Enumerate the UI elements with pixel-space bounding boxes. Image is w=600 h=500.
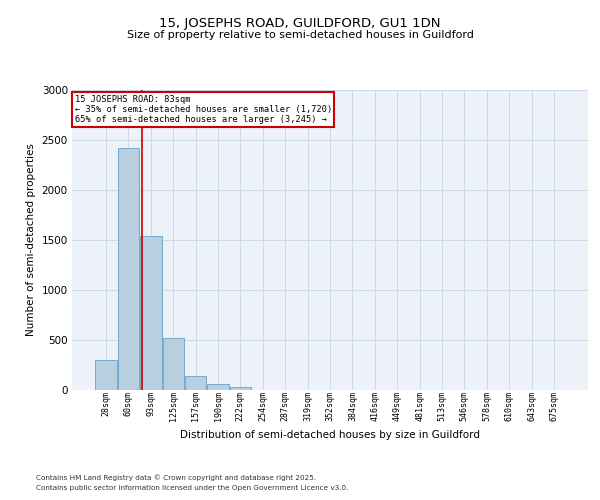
Bar <box>95 360 117 390</box>
Text: Size of property relative to semi-detached houses in Guildford: Size of property relative to semi-detach… <box>127 30 473 40</box>
Bar <box>230 387 251 390</box>
Text: 15 JOSEPHS ROAD: 83sqm
← 35% of semi-detached houses are smaller (1,720)
65% of : 15 JOSEPHS ROAD: 83sqm ← 35% of semi-det… <box>74 94 332 124</box>
Bar <box>208 384 229 390</box>
Bar <box>118 148 139 390</box>
Text: Contains public sector information licensed under the Open Government Licence v3: Contains public sector information licen… <box>36 485 349 491</box>
X-axis label: Distribution of semi-detached houses by size in Guildford: Distribution of semi-detached houses by … <box>180 430 480 440</box>
Text: Contains HM Land Registry data © Crown copyright and database right 2025.: Contains HM Land Registry data © Crown c… <box>36 474 316 481</box>
Bar <box>185 376 206 390</box>
Text: 15, JOSEPHS ROAD, GUILDFORD, GU1 1DN: 15, JOSEPHS ROAD, GUILDFORD, GU1 1DN <box>159 18 441 30</box>
Y-axis label: Number of semi-detached properties: Number of semi-detached properties <box>26 144 36 336</box>
Bar <box>140 236 161 390</box>
Bar <box>163 338 184 390</box>
